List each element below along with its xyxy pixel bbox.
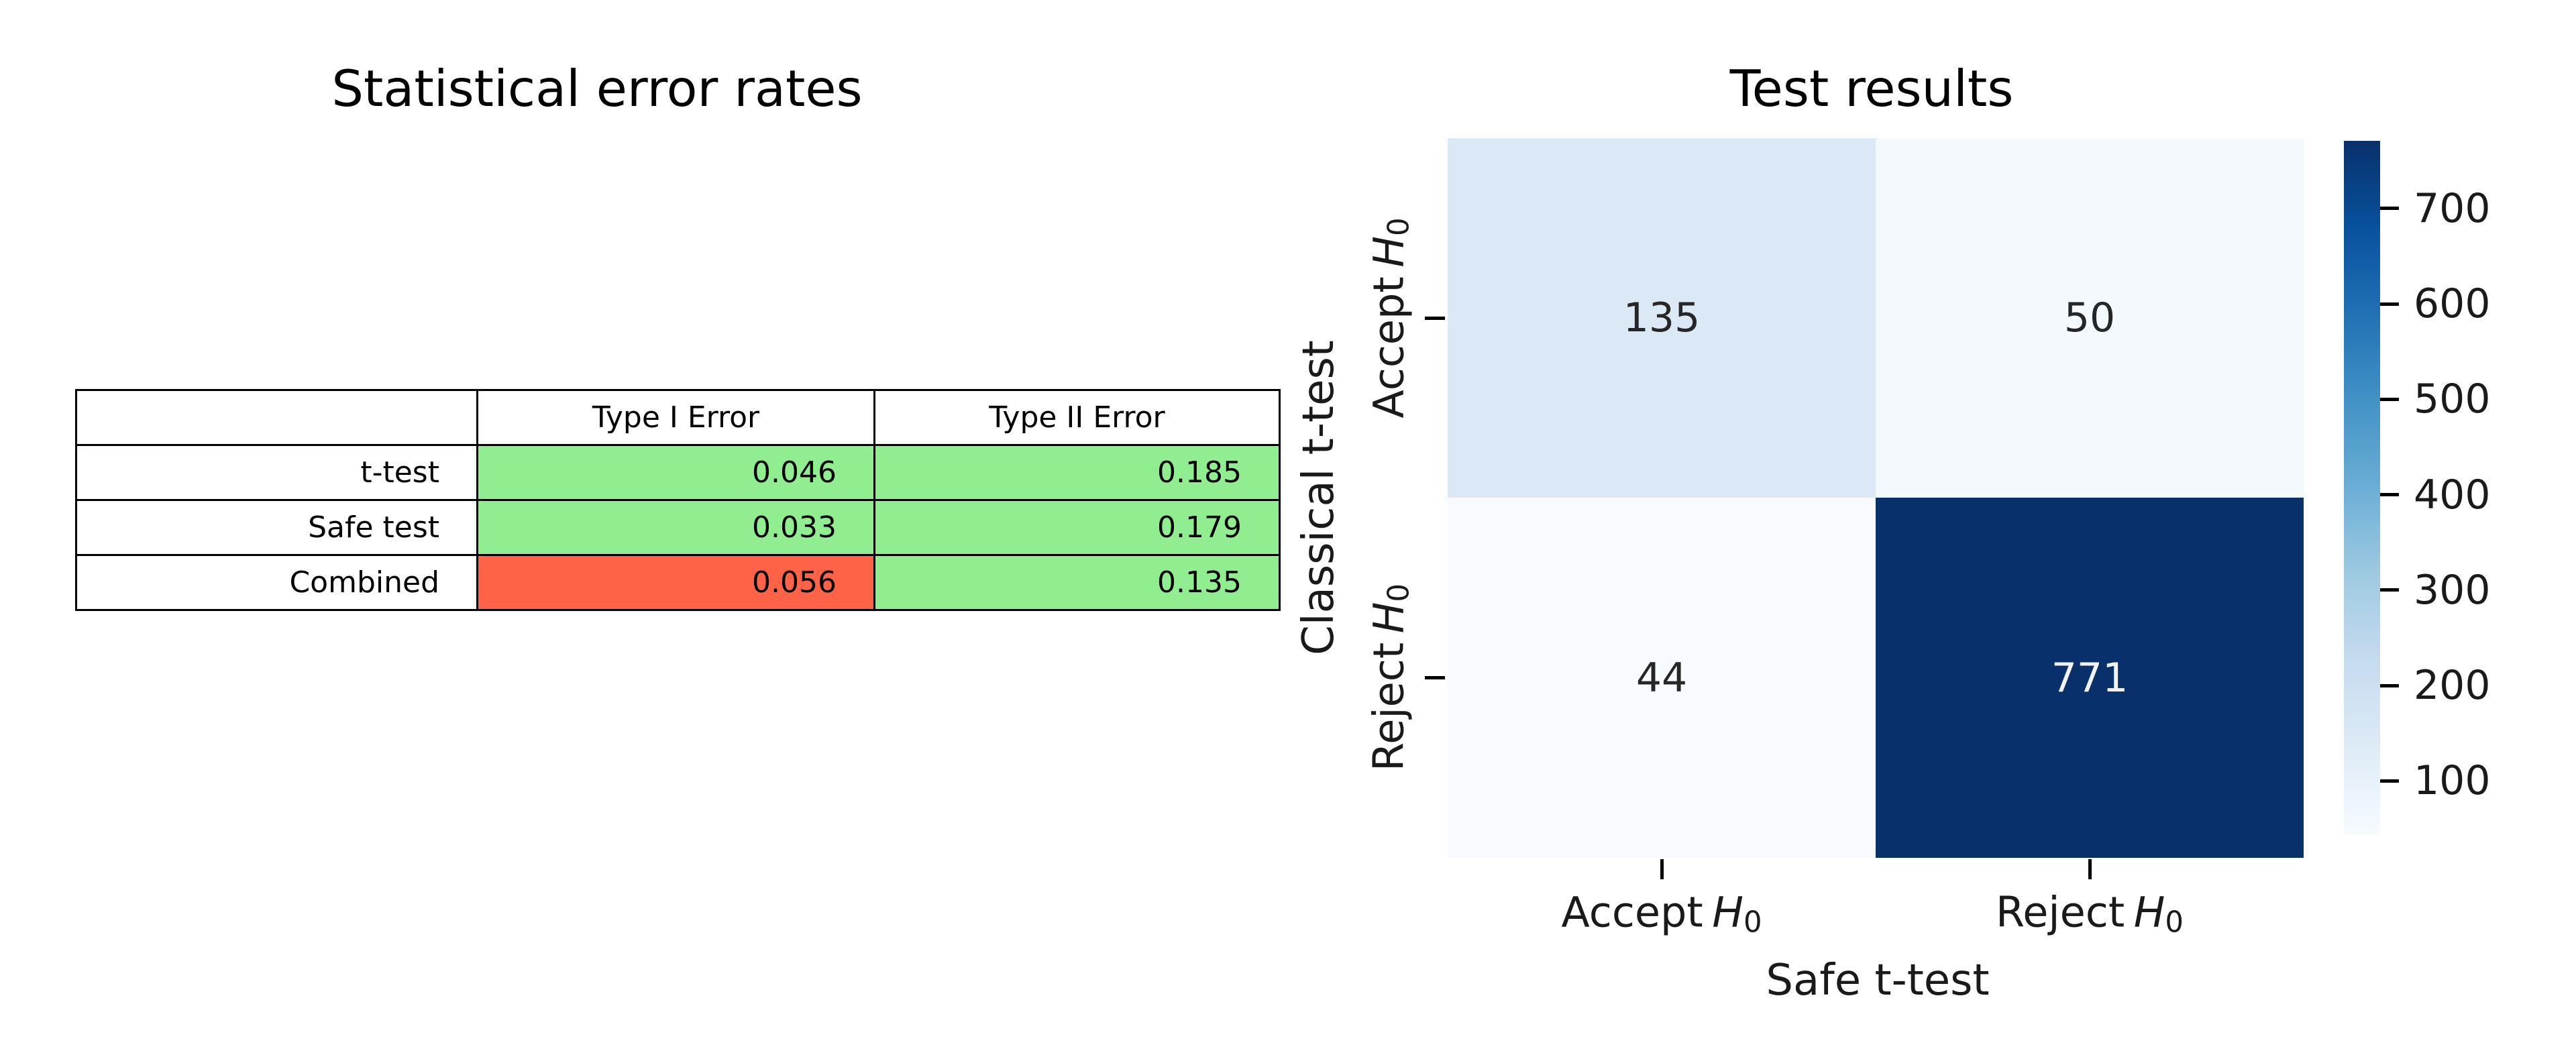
y-tick-mark <box>1425 317 1445 320</box>
table-row: Combined 0.056 0.135 <box>75 554 1281 611</box>
h-subscript: 0 <box>1382 583 1416 602</box>
table-header-row: Type I Error Type II Error <box>75 389 1281 446</box>
colorbar-tick-mark <box>2380 302 2399 306</box>
colorbar-tick-mark <box>2380 397 2399 401</box>
table-col-header-type2: Type II Error <box>873 389 1281 446</box>
heatmap-cell-reject-reject: 771 <box>1876 498 2304 858</box>
x-tick-label-accept: Accept H0 <box>1561 888 1762 940</box>
y-axis-title: Classical t-test <box>1294 340 1344 655</box>
colorbar-tick-label: 200 <box>2414 662 2491 710</box>
h-subscript: 0 <box>1382 217 1416 237</box>
y-tick-mark <box>1425 676 1445 679</box>
y-tick-label-accept: Accept H0 <box>1364 217 1416 418</box>
y-tick-label-reject: Reject H0 <box>1364 584 1416 771</box>
tick-label-prefix: Reject <box>1364 642 1413 772</box>
colorbar-tick-label: 600 <box>2414 280 2491 328</box>
heatmap-cell-annotation: 44 <box>1635 654 1688 702</box>
h-symbol: H <box>1364 236 1413 268</box>
tick-label-prefix: Accept <box>1364 276 1413 419</box>
x-tick-label-reject: Reject H0 <box>1996 888 2184 940</box>
left-chart-title: Statistical error rates <box>331 59 863 118</box>
table-row: t-test 0.046 0.185 <box>75 444 1281 501</box>
table-row-label: Safe test <box>75 499 478 556</box>
table-cell-value: 0.056 <box>476 554 875 611</box>
table-cell-value: 0.135 <box>873 554 1281 611</box>
heatmap-title: Test results <box>1729 59 2014 118</box>
table-cell-value: 0.033 <box>476 499 875 556</box>
confusion-matrix-heatmap: 135 50 44 771 <box>1448 138 2304 858</box>
error-rates-table: Type I Error Type II Error t-test 0.046 … <box>75 389 1281 611</box>
colorbar-tick-mark <box>2380 207 2399 211</box>
h-symbol: H <box>2133 887 2165 937</box>
colorbar-tick-label: 700 <box>2414 184 2491 232</box>
table-row-label: Combined <box>75 554 478 611</box>
tick-label-prefix: Accept <box>1561 887 1703 937</box>
table-row: Safe test 0.033 0.179 <box>75 499 1281 556</box>
table-cell-value: 0.046 <box>476 444 875 501</box>
colorbar-tick-mark <box>2380 779 2399 783</box>
table-cell-value: 0.179 <box>873 499 1281 556</box>
colorbar-tick-mark <box>2380 683 2399 687</box>
table-col-header-type1: Type I Error <box>476 389 875 446</box>
h-symbol: H <box>1364 602 1413 634</box>
colorbar-tick-label: 500 <box>2414 376 2491 423</box>
colorbar-tick-mark <box>2380 588 2399 592</box>
table-corner-cell <box>75 389 478 446</box>
heatmap-cell-annotation: 771 <box>2051 654 2129 702</box>
heatmap-cell-annotation: 135 <box>1623 294 1701 341</box>
heatmap-cell-reject-accept: 44 <box>1448 498 1876 858</box>
colorbar <box>2344 141 2380 834</box>
colorbar-tick-mark <box>2380 493 2399 497</box>
heatmap-cell-accept-accept: 135 <box>1448 138 1876 498</box>
colorbar-tick-label: 300 <box>2414 566 2491 614</box>
heatmap-cell-annotation: 50 <box>2063 294 2116 341</box>
x-tick-mark <box>1660 859 1664 879</box>
colorbar-tick-label: 400 <box>2414 471 2491 518</box>
x-axis-title: Safe t-test <box>1766 956 1990 1005</box>
table-row-label: t-test <box>75 444 478 501</box>
x-tick-mark <box>2088 859 2092 879</box>
colorbar-tick-label: 100 <box>2414 757 2491 805</box>
h-subscript: 0 <box>1743 905 1762 940</box>
tick-label-prefix: Reject <box>1995 887 2125 937</box>
heatmap-cell-accept-reject: 50 <box>1876 138 2304 498</box>
table-cell-value: 0.185 <box>873 444 1281 501</box>
h-subscript: 0 <box>2165 905 2184 940</box>
h-symbol: H <box>1712 887 1743 937</box>
